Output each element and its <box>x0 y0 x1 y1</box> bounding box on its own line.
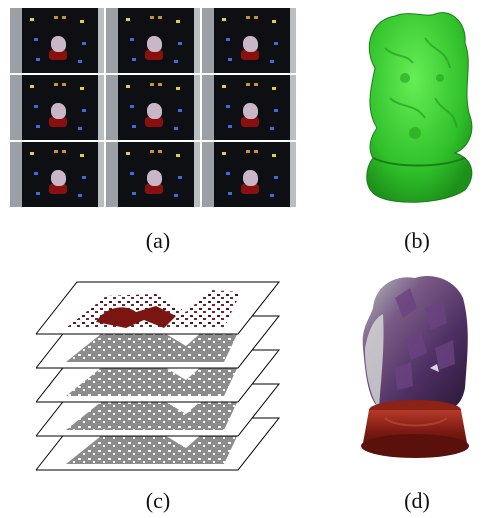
textured-model-render <box>355 268 475 476</box>
view-image <box>106 8 200 73</box>
caption-b: (b) <box>404 228 430 253</box>
caption-d: (d) <box>404 488 430 513</box>
amethyst-svg <box>361 276 469 458</box>
view-image <box>10 75 104 140</box>
reconstructed-mesh-render <box>355 8 480 208</box>
green-mesh-svg <box>366 12 473 203</box>
view-image <box>10 8 104 73</box>
view-image <box>202 75 296 140</box>
stand-mask <box>96 306 176 328</box>
view-image <box>106 75 200 140</box>
view-image <box>10 142 104 207</box>
multi-view-image-grid <box>10 8 297 207</box>
stacked-silhouette-layers <box>34 272 296 472</box>
view-image <box>202 142 296 207</box>
view-image <box>106 142 200 207</box>
view-image <box>202 8 296 73</box>
caption-c: (c) <box>145 488 171 513</box>
layers-svg <box>34 281 281 471</box>
caption-a: (a) <box>145 228 171 253</box>
